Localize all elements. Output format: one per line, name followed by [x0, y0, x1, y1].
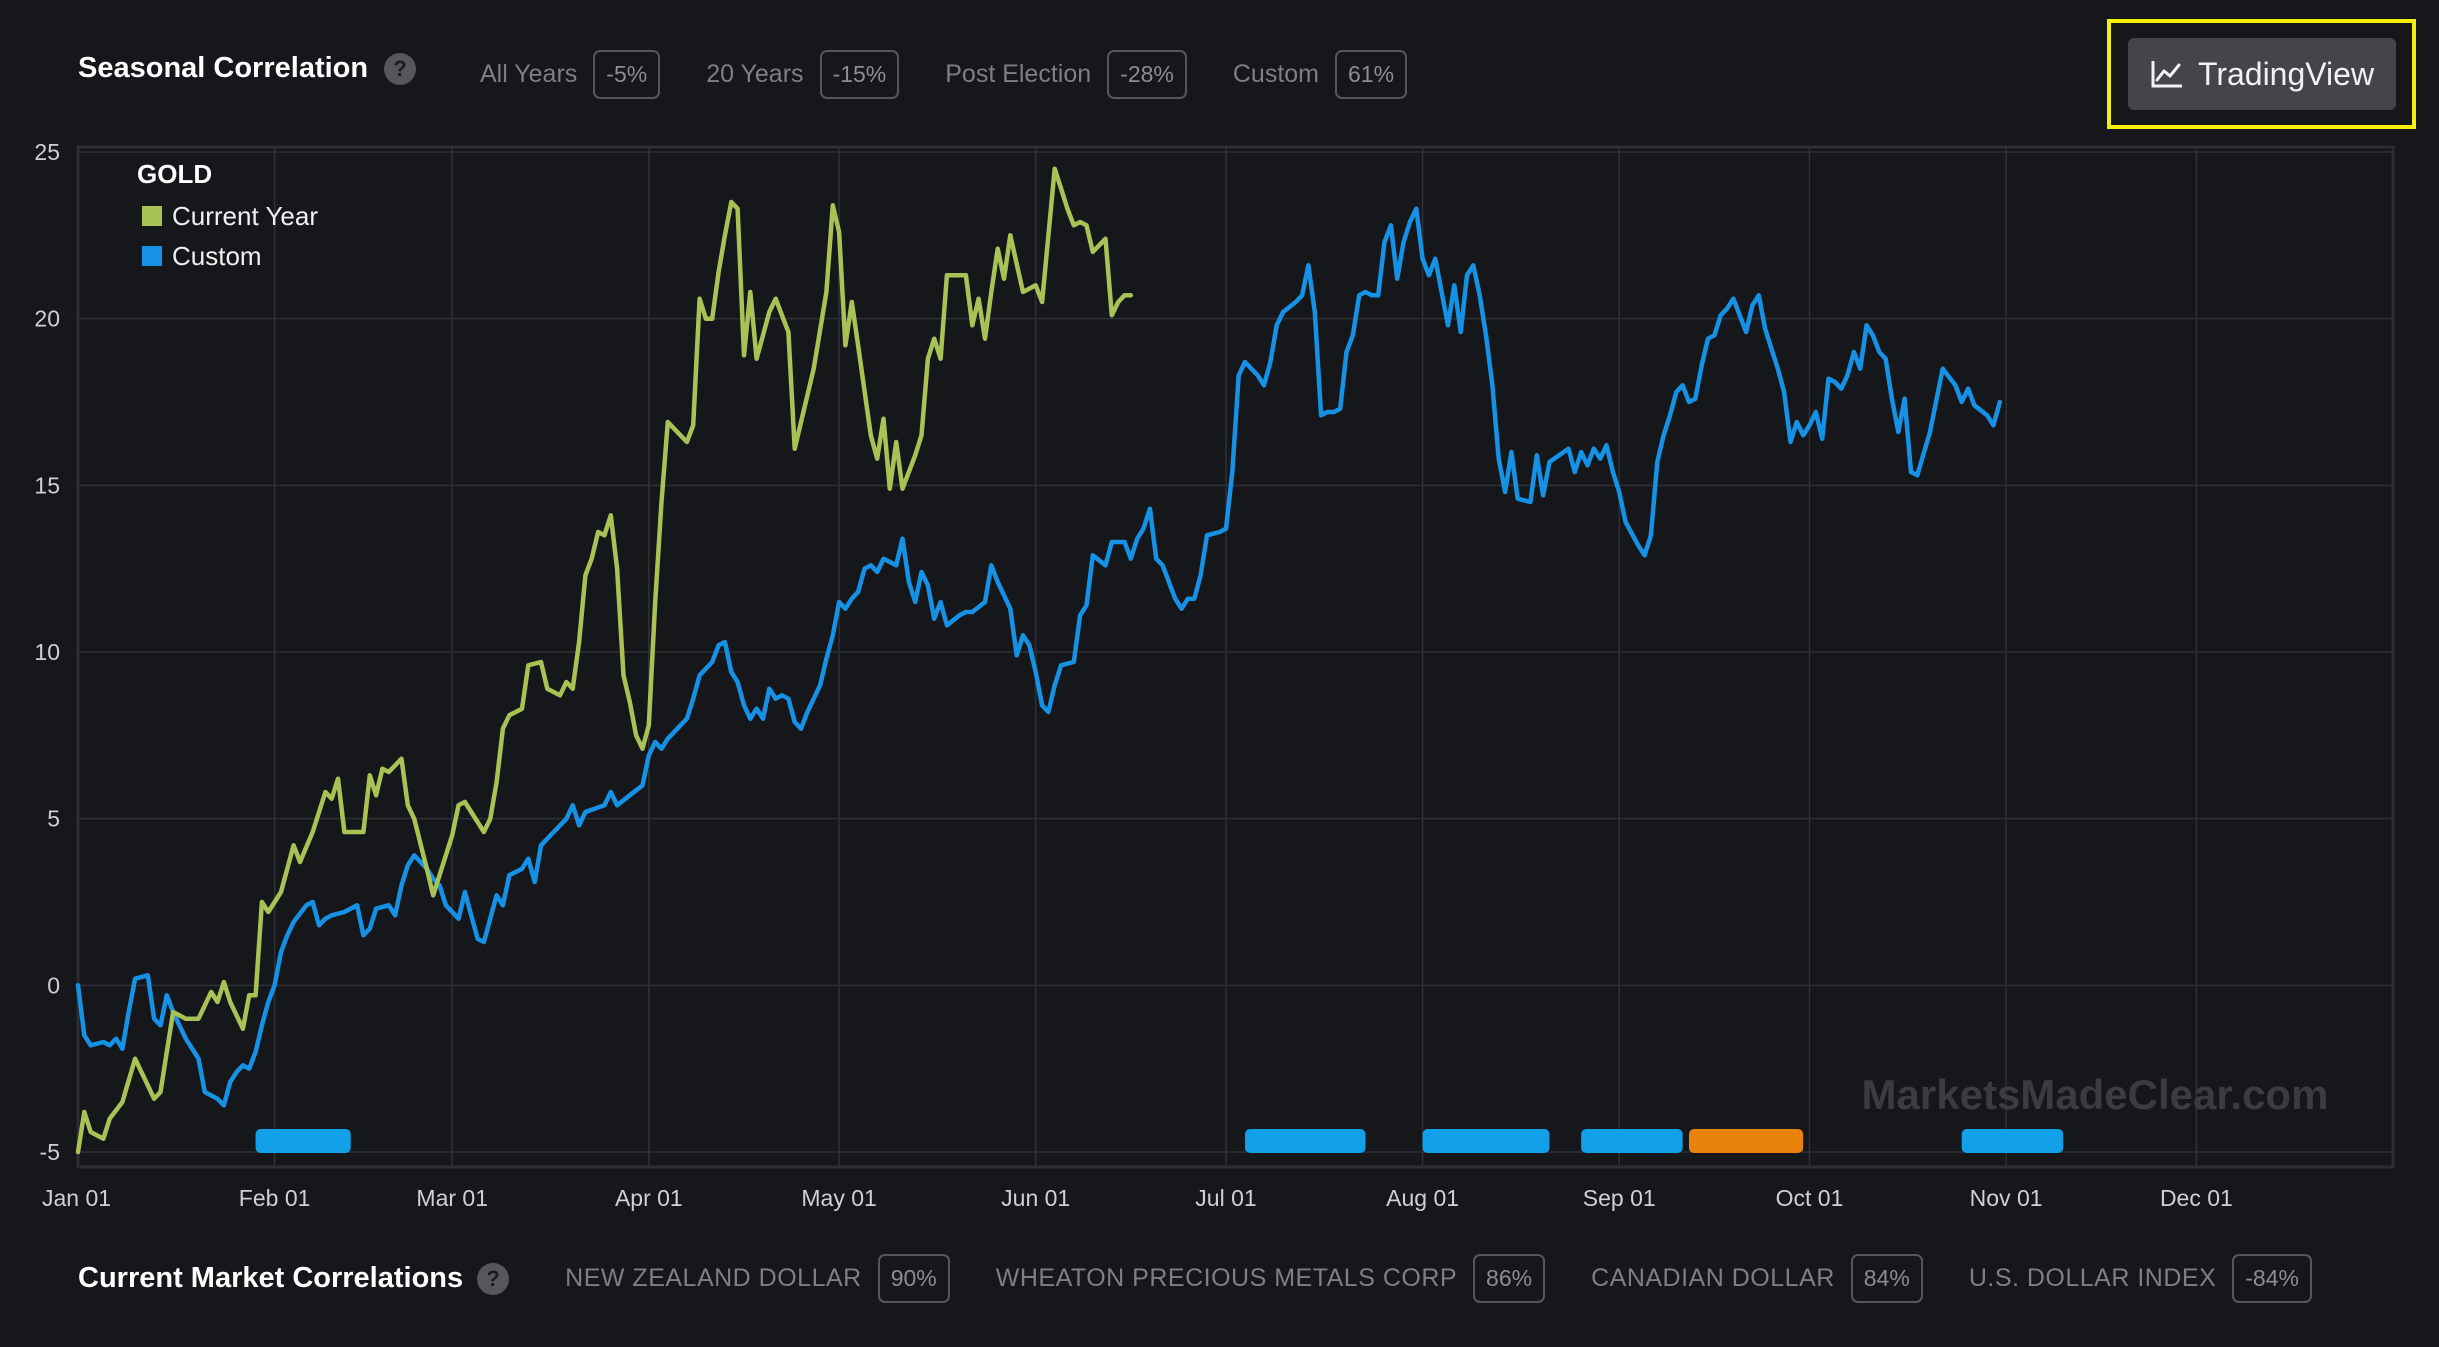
- legend-label-current-year[interactable]: Current Year: [172, 201, 318, 231]
- x-tick-label: Jan 01: [42, 1185, 111, 1211]
- correlation-value-badge: 86%: [1473, 1254, 1546, 1303]
- tradingview-label: TradingView: [2197, 55, 2375, 92]
- filter-value-badge: -5%: [593, 50, 661, 99]
- legend-swatch-custom: [142, 246, 162, 266]
- x-tick-label: Nov 01: [1970, 1185, 2043, 1211]
- y-tick-label: 0: [47, 972, 60, 998]
- chart-grid: [76, 145, 2395, 1169]
- y-tick-label: 20: [34, 306, 60, 332]
- x-tick-label: Feb 01: [239, 1185, 311, 1211]
- market-correlations: Current Market Correlations ? NEW ZEALAN…: [78, 1254, 2358, 1303]
- filter-value-badge: -15%: [819, 50, 900, 99]
- x-tick-label: Mar 01: [416, 1185, 488, 1211]
- correlation-label: CANADIAN DOLLAR: [1591, 1264, 1835, 1292]
- correlation-filters: All Years -5% 20 Years -15% Post Electio…: [480, 50, 1453, 99]
- x-tick-label: Aug 01: [1386, 1185, 1459, 1211]
- seasonal-marker-bar: [1961, 1129, 2064, 1153]
- y-tick-label: 5: [47, 806, 60, 832]
- seasonal-marker-bar: [1422, 1129, 1550, 1153]
- page-title: Seasonal Correlation: [78, 52, 369, 84]
- seasonal-marker-bar: [1688, 1129, 1804, 1153]
- chart-header: Seasonal Correlation ? All Years -5% 20 …: [0, 0, 2439, 150]
- series-line-current-year: [75, 166, 1134, 1155]
- filter-label: All Years: [480, 60, 578, 88]
- filter-post-election[interactable]: Post Election -28%: [945, 50, 1187, 99]
- filter-value-badge: 61%: [1335, 50, 1408, 99]
- filter-custom[interactable]: Custom 61%: [1232, 50, 1408, 99]
- y-tick-label: -5: [40, 1139, 60, 1165]
- correlation-value-badge: 84%: [1850, 1254, 1923, 1303]
- correlation-value-badge: 90%: [877, 1254, 950, 1303]
- legend-swatch-current-year: [142, 206, 162, 226]
- x-axis-ticks: Jan 01 Feb 01 Mar 01 Apr 01 May 01 Jun 01 Jul …: [42, 1185, 2233, 1211]
- correlation-item[interactable]: WHEATON PRECIOUS METALS CORP 86%: [995, 1254, 1546, 1303]
- x-tick-label: May 01: [801, 1185, 876, 1211]
- question-circle-icon[interactable]: ?: [477, 1262, 510, 1295]
- tradingview-button[interactable]: TradingView: [2128, 38, 2396, 110]
- x-tick-label: Apr 01: [615, 1185, 683, 1211]
- x-tick-label: Jul 01: [1195, 1185, 1256, 1211]
- chart-series: [75, 166, 2003, 1155]
- x-tick-label: Oct 01: [1776, 1185, 1844, 1211]
- line-chart-icon: [2151, 61, 2182, 88]
- filter-20-years[interactable]: 20 Years -15%: [706, 50, 900, 99]
- correlation-label: WHEATON PRECIOUS METALS CORP: [995, 1264, 1458, 1292]
- seasonal-marker-bar: [255, 1129, 351, 1153]
- correlation-list: NEW ZEALAND DOLLAR 90% WHEATON PRECIOUS …: [565, 1254, 2358, 1303]
- filter-label: Post Election: [945, 60, 1092, 88]
- legend-label-custom[interactable]: Custom: [172, 241, 262, 271]
- series-line-custom: [75, 206, 2003, 1108]
- watermark-text: MarketsMadeClear.com: [1862, 1071, 2329, 1118]
- y-tick-label: 15: [34, 472, 60, 498]
- filter-label: Custom: [1232, 60, 1319, 88]
- y-tick-label: 25: [34, 139, 60, 165]
- correlation-label: NEW ZEALAND DOLLAR: [565, 1264, 862, 1292]
- correlation-item[interactable]: CANADIAN DOLLAR 84%: [1591, 1254, 1923, 1303]
- tradingview-highlight: [2107, 19, 2416, 129]
- y-tick-label: 10: [34, 639, 60, 665]
- filter-value-badge: -28%: [1107, 50, 1187, 99]
- x-tick-label: Dec 01: [2160, 1185, 2233, 1211]
- filter-label: 20 Years: [706, 60, 804, 88]
- filter-all-years[interactable]: All Years -5%: [480, 50, 661, 99]
- title-row: Seasonal Correlation ?: [78, 52, 417, 85]
- correlation-value-badge: -84%: [2232, 1254, 2312, 1303]
- correlation-item[interactable]: U.S. DOLLAR INDEX -84%: [1969, 1254, 2312, 1303]
- x-tick-label: Jun 01: [1001, 1185, 1070, 1211]
- question-circle-icon[interactable]: ?: [384, 52, 417, 85]
- x-tick-label: Sep 01: [1583, 1185, 1656, 1211]
- y-axis-ticks: 25 20 15 10 5 0 -5: [34, 139, 60, 1165]
- correlation-item[interactable]: NEW ZEALAND DOLLAR 90%: [565, 1254, 950, 1303]
- seasonal-markers: [255, 1129, 2064, 1153]
- chart-legend: GOLD Current Year Custom: [137, 159, 318, 271]
- section-title: Current Market Correlations: [78, 1262, 464, 1294]
- seasonal-marker-bar: [1245, 1129, 1366, 1153]
- seasonal-marker-bar: [1581, 1129, 1683, 1153]
- plot-frame: [76, 145, 2395, 1169]
- correlation-label: U.S. DOLLAR INDEX: [1968, 1264, 2217, 1292]
- legend-title: GOLD: [137, 159, 212, 189]
